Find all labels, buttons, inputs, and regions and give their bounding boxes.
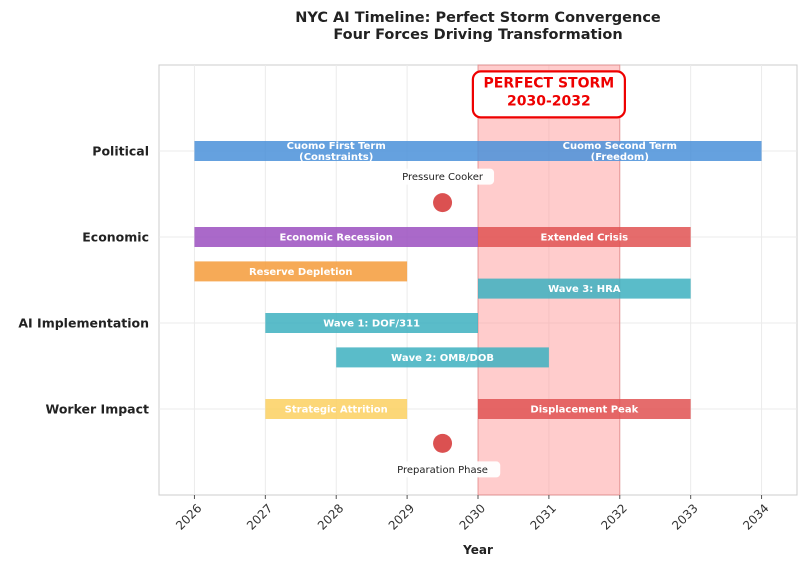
y-axis: Political Economic AI Implementation Worker… (18, 144, 149, 417)
annotation-label: Pressure Cooker (402, 172, 484, 183)
timeline-bar (478, 141, 762, 161)
y-tick-label: Economic (82, 230, 149, 245)
bar-label: Cuomo Second Term (Freedom) (563, 141, 677, 163)
bar-label: Extended Crisis (541, 233, 629, 244)
y-tick-label: AI Implementation (18, 316, 149, 331)
timeline-bar (265, 313, 478, 333)
x-axis-label: Year (462, 543, 493, 557)
bar-label: Displacement Peak (530, 405, 638, 416)
timeline-bar (265, 399, 408, 419)
timeline-bar (194, 261, 408, 282)
bar-label: Cuomo First Term (Constraints) (287, 141, 386, 163)
perfect-storm-box (471, 70, 626, 119)
timeline-bar (478, 227, 691, 247)
timeline-bar (194, 141, 478, 161)
bar-label: Economic Recession (280, 233, 393, 244)
y-tick-label: Worker Impact (45, 402, 149, 417)
timeline-bar (478, 278, 691, 299)
bar-label: Wave 3: HRA (548, 284, 621, 295)
chart-title: NYC AI Timeline: Perfect Storm Convergen… (295, 10, 661, 26)
phase-marker (433, 433, 453, 453)
bar-label: Wave 2: OMB/DOB (391, 353, 494, 364)
markers-layer: Pressure Cooker Preparation Phase (384, 168, 501, 478)
chart-subtitle: Four Forces Driving Transformation (333, 27, 622, 43)
bars-layer: Cuomo First Term (Constraints) Cuomo Secon… (194, 141, 762, 419)
annotation-box (384, 461, 501, 478)
bar-label: Strategic Attrition (285, 405, 388, 416)
x-tick-label: 2029 (386, 501, 417, 532)
x-tick-label: 2027 (244, 501, 275, 532)
phase-marker (433, 193, 453, 213)
x-tick-label: 2032 (598, 501, 629, 532)
x-axis: 2026 2027 2028 2029 2030 2031 2032 2033 2034 (173, 495, 772, 533)
bar-label: Reserve Depletion (249, 267, 353, 278)
x-tick-label: 2031 (528, 501, 559, 532)
annotation-label: Preparation Phase (397, 465, 488, 476)
timeline-bar (194, 227, 478, 247)
timeline-bar (336, 347, 549, 368)
y-tick-label: Political (92, 144, 149, 159)
x-tick-label: 2026 (173, 501, 204, 532)
bar-label: Wave 1: DOF/311 (323, 319, 420, 330)
x-tick-label: 2034 (740, 501, 771, 532)
x-tick-label: 2033 (669, 501, 700, 532)
timeline-bar (478, 399, 691, 419)
perfect-storm-label: PERFECT STORM 2030-2032 (484, 75, 615, 109)
x-tick-label: 2028 (315, 501, 346, 532)
x-tick-label: 2030 (457, 501, 488, 532)
annotation-box (391, 168, 495, 185)
